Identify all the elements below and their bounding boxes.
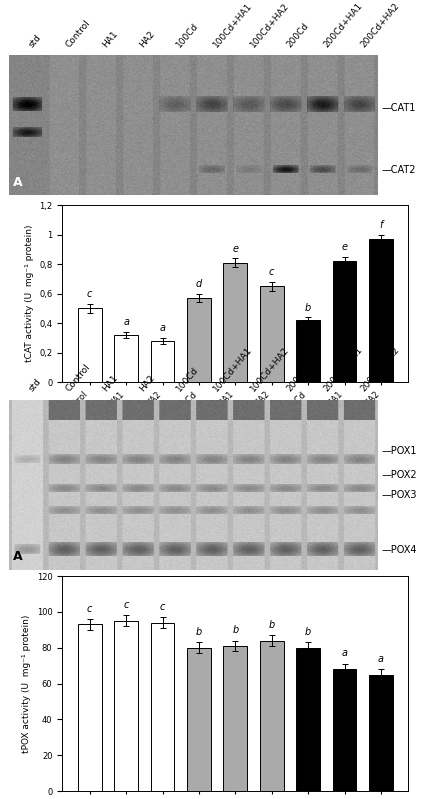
- Text: c: c: [269, 268, 274, 277]
- Text: 100Cd: 100Cd: [174, 365, 200, 393]
- Bar: [151, 340, 174, 382]
- Bar: [333, 670, 357, 791]
- Bar: [296, 320, 320, 382]
- Text: 200Cd: 200Cd: [285, 22, 311, 50]
- Bar: [369, 239, 393, 382]
- Bar: [78, 308, 102, 382]
- Bar: [260, 286, 284, 382]
- Text: HA2: HA2: [138, 30, 157, 50]
- Text: 200Cd+HA1: 200Cd+HA1: [322, 2, 365, 50]
- Text: b: b: [269, 620, 275, 630]
- Text: 200Cd+HA2: 200Cd+HA2: [359, 2, 401, 50]
- Text: d: d: [196, 279, 202, 289]
- Text: c: c: [87, 603, 92, 614]
- Text: —CAT2: —CAT2: [381, 165, 416, 175]
- Bar: [223, 263, 247, 382]
- Text: 100Cd+HA1: 100Cd+HA1: [211, 345, 254, 393]
- Text: B: B: [17, 489, 27, 503]
- Text: —POX3: —POX3: [381, 491, 416, 500]
- Text: Control: Control: [64, 362, 92, 393]
- Text: b: b: [305, 303, 311, 312]
- Text: 100Cd+HA1: 100Cd+HA1: [211, 1, 254, 50]
- Text: —POX4: —POX4: [381, 545, 416, 555]
- Y-axis label: tCAT activity (U  mg⁻¹ protein): tCAT activity (U mg⁻¹ protein): [24, 225, 34, 362]
- Text: a: a: [123, 317, 129, 328]
- Text: Control: Control: [64, 18, 92, 50]
- Text: HA2: HA2: [138, 373, 157, 393]
- Text: HA1: HA1: [101, 373, 120, 393]
- Text: b: b: [196, 627, 202, 637]
- Bar: [187, 298, 211, 382]
- Text: A: A: [12, 177, 22, 189]
- Bar: [333, 261, 357, 382]
- Text: std: std: [28, 376, 43, 393]
- Text: b: b: [305, 627, 311, 637]
- Text: 100Cd+HA2: 100Cd+HA2: [248, 2, 291, 50]
- Text: a: a: [159, 324, 166, 333]
- Text: e: e: [341, 242, 348, 252]
- Y-axis label: tPOX activity (U  mg⁻¹ protein): tPOX activity (U mg⁻¹ protein): [22, 614, 31, 753]
- Text: 100Cd+HA2: 100Cd+HA2: [248, 345, 291, 393]
- Text: a: a: [341, 649, 348, 658]
- Bar: [260, 641, 284, 791]
- Text: f: f: [379, 220, 383, 230]
- Bar: [223, 646, 247, 791]
- Text: 200Cd+HA2: 200Cd+HA2: [359, 345, 401, 393]
- Bar: [151, 622, 174, 791]
- Text: e: e: [232, 244, 238, 253]
- Bar: [114, 335, 138, 382]
- Bar: [78, 624, 102, 791]
- Text: 200Cd: 200Cd: [285, 365, 311, 393]
- Text: a: a: [378, 654, 384, 664]
- Bar: [187, 648, 211, 791]
- Bar: [296, 648, 320, 791]
- Text: —POX2: —POX2: [381, 470, 417, 480]
- Bar: [369, 674, 393, 791]
- Text: std: std: [28, 33, 43, 50]
- Text: c: c: [123, 600, 129, 610]
- Text: A: A: [12, 551, 22, 563]
- Bar: [114, 621, 138, 791]
- Text: 200Cd+HA1: 200Cd+HA1: [322, 345, 365, 393]
- Text: —POX1: —POX1: [381, 446, 416, 456]
- Text: c: c: [160, 602, 165, 612]
- Text: 100Cd: 100Cd: [174, 22, 200, 50]
- Text: —CAT1: —CAT1: [381, 103, 416, 113]
- Text: b: b: [232, 625, 238, 635]
- Text: c: c: [87, 289, 92, 300]
- Text: HA1: HA1: [101, 30, 120, 50]
